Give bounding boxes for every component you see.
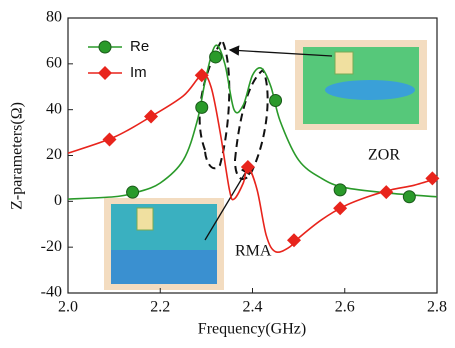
annotation: RMA (235, 243, 272, 260)
marker (126, 185, 140, 199)
marker (287, 233, 302, 248)
legend-marker (98, 40, 112, 54)
y-tick-label: 40 (46, 100, 62, 117)
marker (402, 190, 416, 204)
y-tick-label: 0 (54, 192, 62, 209)
rma-inset (104, 198, 224, 290)
y-tick-label: 60 (46, 55, 62, 72)
arrow (228, 45, 333, 57)
x-tick-label: 2.0 (58, 299, 78, 316)
y-tick-label: -40 (41, 284, 62, 301)
zor-inset (295, 40, 427, 130)
marker (194, 68, 209, 83)
x-tick-label: 2.2 (150, 299, 170, 316)
legend-marker (98, 66, 112, 80)
legend-label: Re (130, 38, 149, 55)
marker (333, 183, 347, 197)
x-tick-label: 2.4 (243, 299, 263, 316)
marker (102, 132, 117, 147)
marker (209, 50, 223, 64)
series-line (67, 44, 438, 200)
y-tick-label: 20 (46, 146, 62, 163)
marker (195, 100, 209, 114)
marker (144, 109, 159, 124)
marker (425, 171, 440, 186)
marker (269, 94, 283, 107)
y-axis-label: Z-parameters(Ω) (9, 102, 26, 210)
x-tick-label: 2.8 (427, 299, 447, 316)
y-tick-label: 80 (46, 9, 62, 26)
marker (379, 185, 394, 200)
legend-label: Im (130, 64, 147, 81)
arrow (204, 163, 251, 241)
x-tick-label: 2.6 (335, 299, 355, 316)
series-line (67, 74, 438, 253)
marker (240, 159, 255, 174)
y-tick-label: -20 (41, 238, 62, 255)
annotation: ZOR (368, 147, 400, 164)
x-axis-label: Frequency(GHz) (198, 321, 306, 338)
marker (333, 201, 348, 216)
